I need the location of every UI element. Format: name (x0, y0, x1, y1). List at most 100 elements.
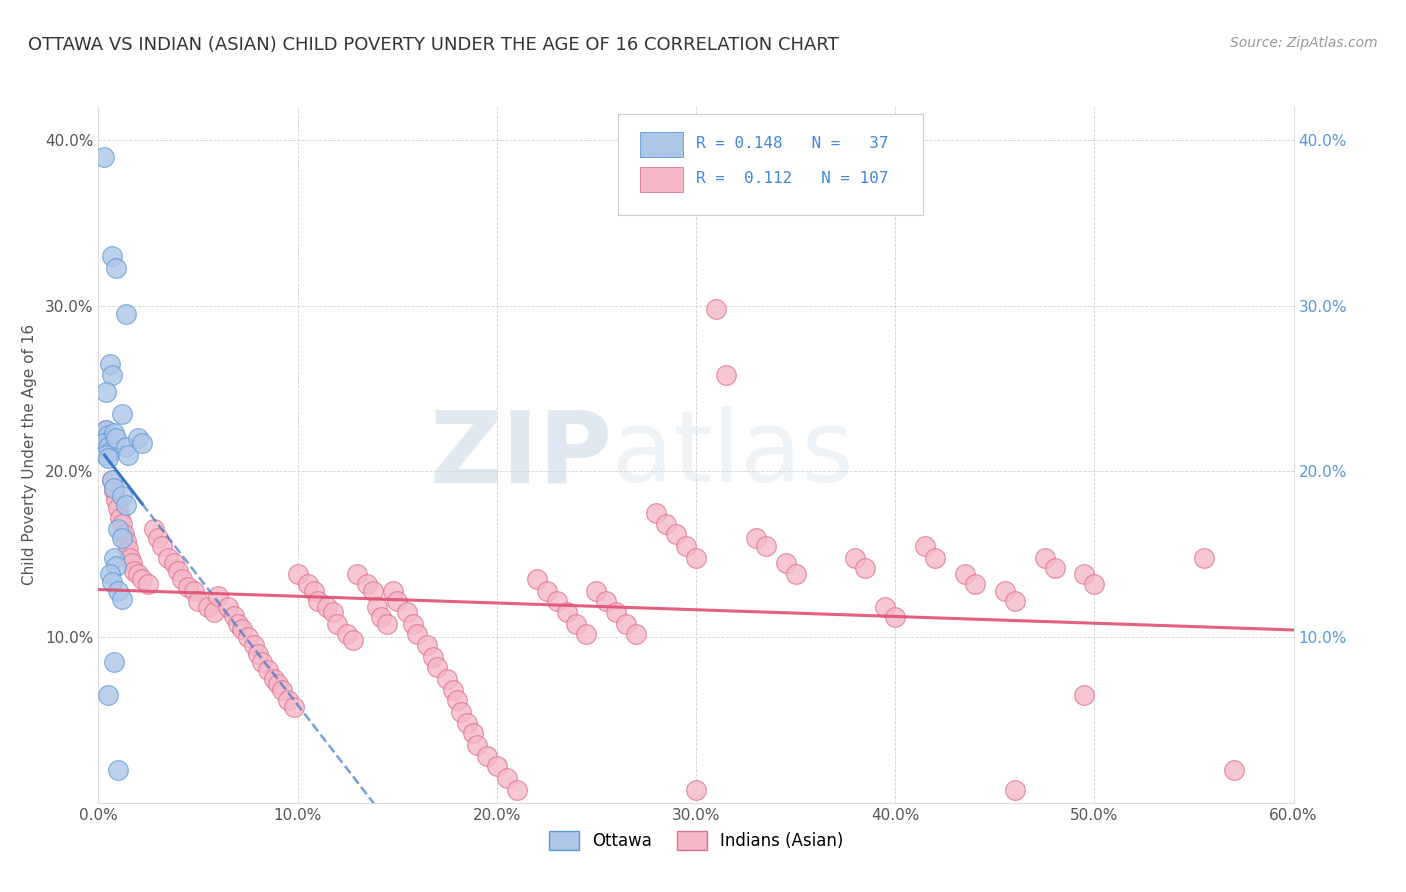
Text: OTTAWA VS INDIAN (ASIAN) CHILD POVERTY UNDER THE AGE OF 16 CORRELATION CHART: OTTAWA VS INDIAN (ASIAN) CHILD POVERTY U… (28, 36, 839, 54)
Point (745, 531, 768, 545)
Point (107, 500, 129, 515)
Point (103, 481, 125, 495)
Point (785, 567, 807, 582)
Point (107, 763, 129, 777)
Point (426, 660, 449, 674)
Point (363, 583, 385, 598)
Point (495, 771, 517, 785)
Point (256, 663, 278, 677)
Point (110, 511, 132, 525)
Point (336, 627, 359, 641)
Point (98, 433, 122, 447)
Point (121, 556, 143, 570)
Point (111, 531, 134, 545)
Point (98, 357, 122, 371)
Point (103, 550, 125, 565)
Point (107, 523, 129, 537)
Point (963, 577, 986, 591)
Point (685, 550, 707, 565)
Point (450, 705, 472, 719)
Point (115, 534, 138, 549)
Point (202, 605, 225, 619)
Point (456, 716, 478, 731)
Point (1083, 577, 1105, 591)
Point (131, 572, 153, 586)
Text: ZIP: ZIP (429, 407, 613, 503)
Point (231, 622, 253, 636)
Point (105, 558, 128, 573)
Point (396, 605, 419, 619)
Point (157, 550, 180, 565)
Point (485, 759, 508, 773)
Point (844, 550, 866, 565)
Point (136, 577, 159, 591)
Point (101, 473, 124, 487)
Point (346, 567, 368, 582)
Point (342, 633, 364, 648)
Point (96, 384, 118, 399)
Point (111, 517, 134, 532)
Point (93, 150, 115, 164)
Point (366, 600, 388, 615)
Point (626, 627, 648, 641)
Point (402, 616, 425, 631)
Point (120, 550, 142, 565)
Point (263, 672, 285, 686)
Point (270, 683, 292, 698)
Point (875, 600, 897, 615)
Point (665, 527, 688, 541)
Point (112, 527, 135, 541)
Point (416, 639, 439, 653)
Point (111, 407, 134, 421)
Point (302, 583, 325, 598)
Point (645, 506, 668, 520)
Y-axis label: Child Poverty Under the Age of 16: Child Poverty Under the Age of 16 (21, 325, 37, 585)
Point (382, 583, 405, 598)
Point (307, 593, 329, 607)
Point (172, 572, 194, 586)
Point (370, 610, 392, 624)
Text: R =  0.112   N = 107: R = 0.112 N = 107 (696, 171, 889, 186)
Point (675, 539, 697, 553)
Point (103, 484, 125, 499)
Point (585, 583, 607, 598)
Point (105, 431, 128, 445)
Point (101, 473, 124, 487)
Point (385, 593, 409, 607)
Point (236, 630, 259, 644)
Point (322, 605, 344, 619)
Point (1073, 567, 1095, 582)
Point (422, 650, 444, 665)
Point (167, 564, 190, 578)
Point (163, 556, 186, 570)
Point (316, 600, 339, 615)
Point (506, 782, 529, 797)
Point (1033, 550, 1056, 565)
Point (853, 560, 876, 574)
Point (461, 726, 484, 740)
Point (96, 423, 118, 437)
Point (217, 600, 239, 615)
Point (111, 592, 134, 607)
Point (595, 593, 617, 607)
Point (111, 489, 134, 503)
Point (96, 423, 118, 437)
Point (287, 567, 309, 582)
Point (98, 444, 122, 458)
Point (775, 556, 797, 570)
FancyBboxPatch shape (640, 167, 683, 192)
Point (1073, 688, 1095, 702)
Text: R = 0.148   N =   37: R = 0.148 N = 37 (696, 136, 889, 152)
Point (207, 589, 229, 603)
Point (127, 431, 149, 445)
Point (117, 542, 139, 557)
Point (685, 782, 707, 797)
Point (714, 368, 737, 383)
Point (953, 567, 976, 582)
Point (526, 572, 548, 586)
Point (924, 550, 946, 565)
Point (575, 627, 598, 641)
Point (107, 583, 129, 598)
Point (655, 517, 678, 532)
Point (148, 531, 170, 545)
